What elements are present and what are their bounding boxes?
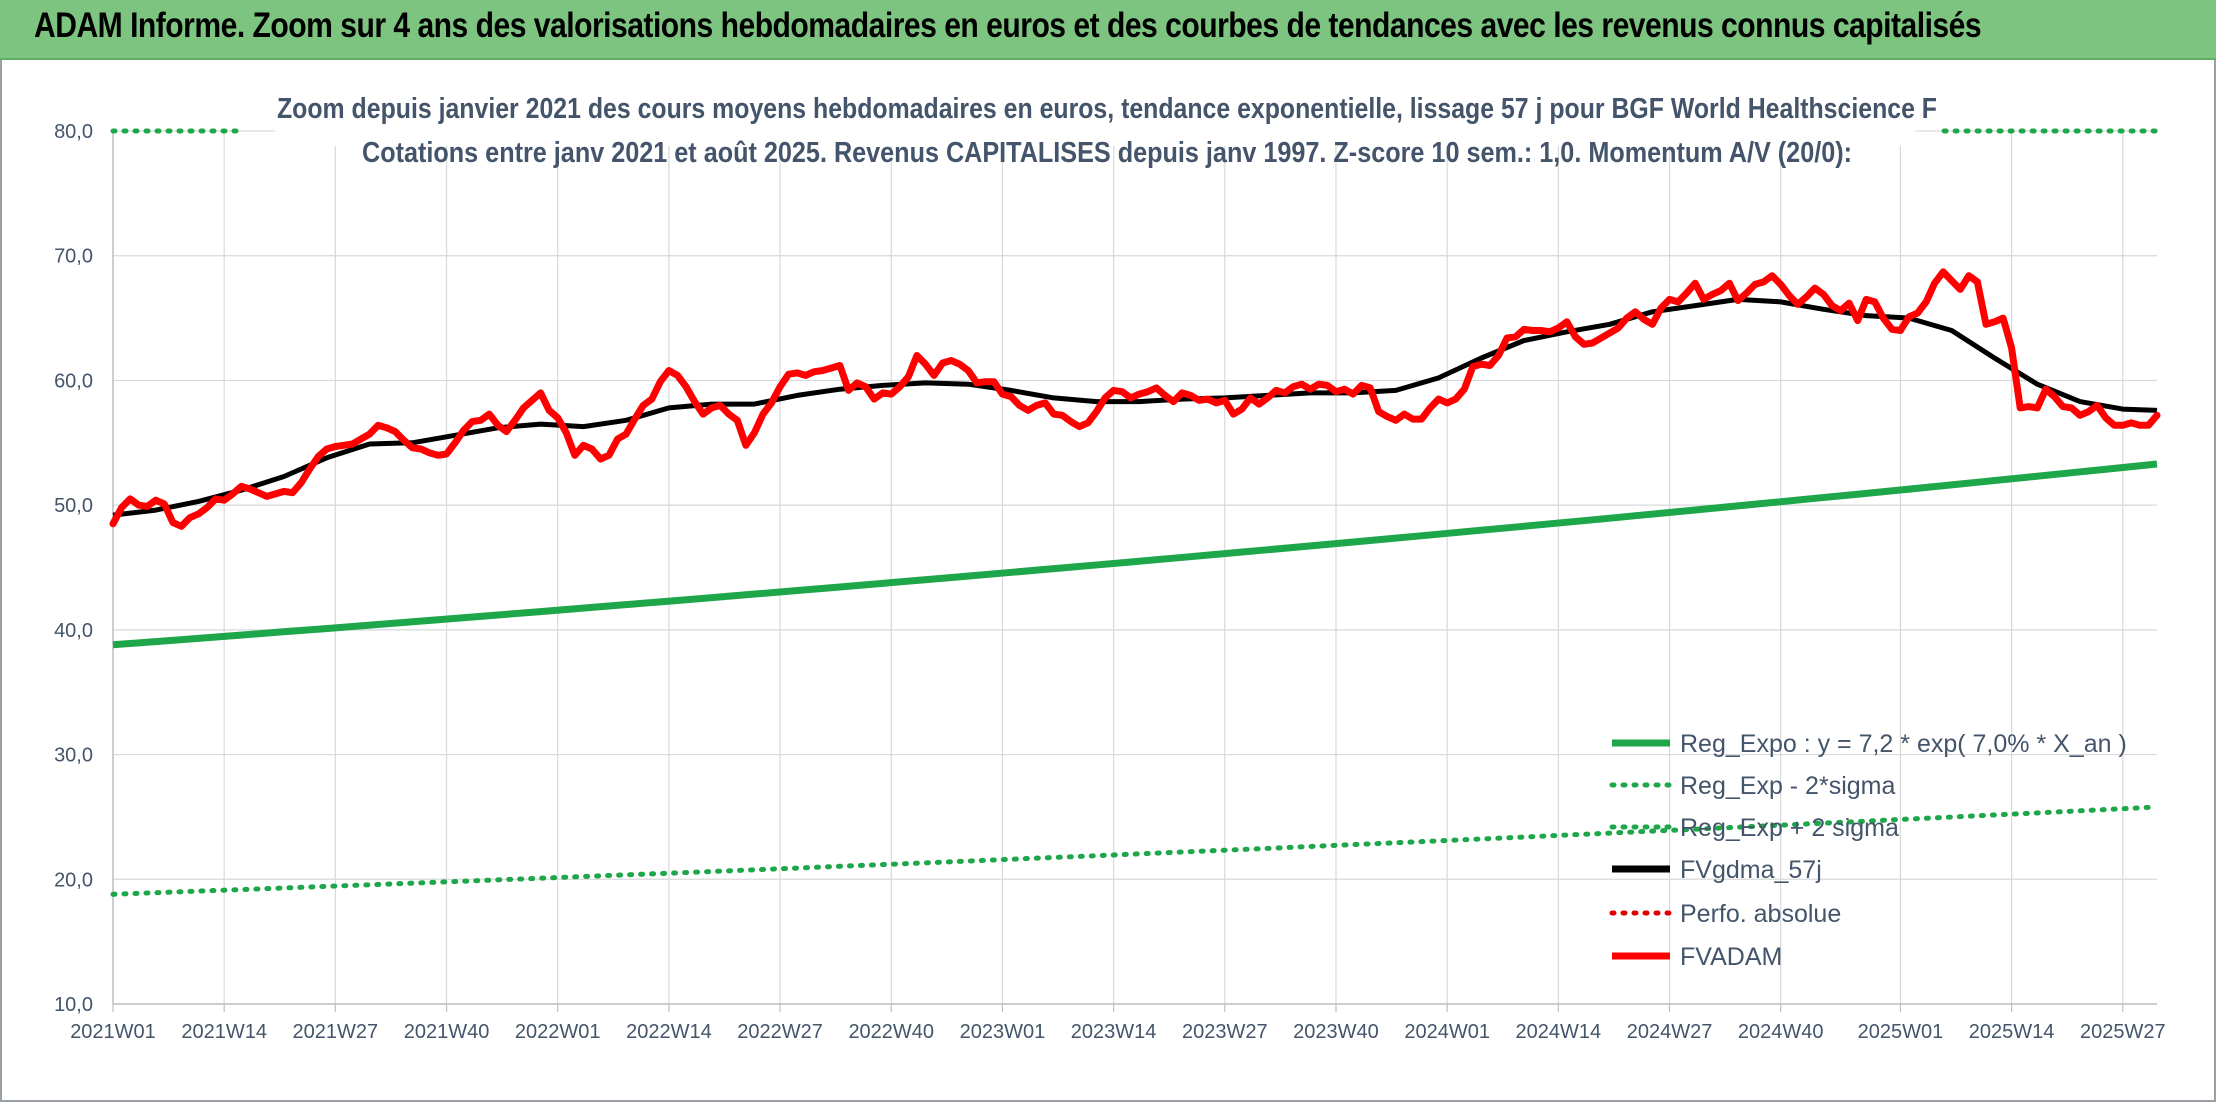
legend-label: FVgdma_57j — [1680, 856, 1822, 884]
subtitle-backdrop — [275, 88, 1915, 146]
legend-label: Perfo. absolue — [1680, 900, 1841, 928]
x-tick-label: 2024W14 — [1516, 1021, 1602, 1043]
x-tick-label: 2021W27 — [293, 1021, 379, 1043]
y-tick-label: 70,0 — [54, 246, 93, 268]
y-tick-label: 50,0 — [54, 495, 93, 517]
series-line-reg-expo-y-7-2-exp-7-0-x-an — [112, 460, 2158, 649]
x-tick-label: 2022W01 — [515, 1021, 601, 1043]
gridlines — [112, 130, 2157, 1005]
x-tick-label: 2021W14 — [181, 1021, 267, 1043]
x-tick-label: 2023W27 — [1182, 1021, 1268, 1043]
chart-subtitle-1: Zoom depuis janvier 2021 des cours moyen… — [277, 93, 1937, 125]
x-tick-label: 2022W27 — [737, 1021, 823, 1043]
x-tick-label: 2025W14 — [1969, 1021, 2055, 1043]
y-tick-label: 20,0 — [54, 869, 93, 891]
series-lines — [109, 128, 2161, 897]
y-tick-label: 80,0 — [54, 121, 93, 143]
x-tick-label: 2021W40 — [404, 1021, 490, 1043]
x-tick-label: 2022W40 — [848, 1021, 934, 1043]
x-tick-label: 2024W27 — [1627, 1021, 1713, 1043]
series-line-reg-exp-2-sigma — [110, 804, 2160, 897]
x-axis-ticks: 2021W01 2021W14 2021W27 2021W40 2022W01 2022W… — [70, 1004, 2166, 1043]
y-axis-ticks: 80,0 70,0 60,0 50,0 40,0 30,0 20,0 10,0 — [54, 121, 93, 1016]
legend-label: FVADAM — [1680, 943, 1782, 971]
x-tick-label: 2021W01 — [70, 1021, 156, 1043]
chart-subtitle-2: Cotations entre janv 2021 et août 2025. … — [362, 137, 1852, 169]
legend-label: Reg_Expo : y = 7,2 * exp( 7,0% * X_an ) — [1680, 730, 2127, 758]
y-tick-label: 10,0 — [54, 994, 93, 1016]
legend-label: Reg_Exp - 2*sigma — [1680, 772, 1895, 800]
x-tick-label: 2025W01 — [1858, 1021, 1944, 1043]
title-banner: ADAM Informe. Zoom sur 4 ans des valoris… — [0, 0, 2216, 60]
legend-label: Reg_Exp + 2 sigma — [1680, 814, 1899, 842]
chart-legend: Reg_Expo : y = 7,2 * exp( 7,0% * X_an ) R… — [1609, 730, 2127, 971]
x-tick-label: 2022W14 — [626, 1021, 712, 1043]
report-title: ADAM Informe. Zoom sur 4 ans des valoris… — [34, 6, 1982, 45]
x-tick-label: 2024W40 — [1738, 1021, 1824, 1043]
series-line-fvgdma-57j — [112, 296, 2158, 518]
y-tick-label: 30,0 — [54, 745, 93, 767]
series-line-fvadam — [109, 268, 2161, 530]
x-tick-label: 2025W27 — [2080, 1021, 2166, 1043]
x-tick-label: 2023W40 — [1293, 1021, 1379, 1043]
x-tick-label: 2024W01 — [1404, 1021, 1490, 1043]
y-tick-label: 40,0 — [54, 620, 93, 642]
y-tick-label: 60,0 — [54, 370, 93, 392]
x-tick-label: 2023W01 — [960, 1021, 1046, 1043]
x-tick-label: 2023W14 — [1071, 1021, 1157, 1043]
